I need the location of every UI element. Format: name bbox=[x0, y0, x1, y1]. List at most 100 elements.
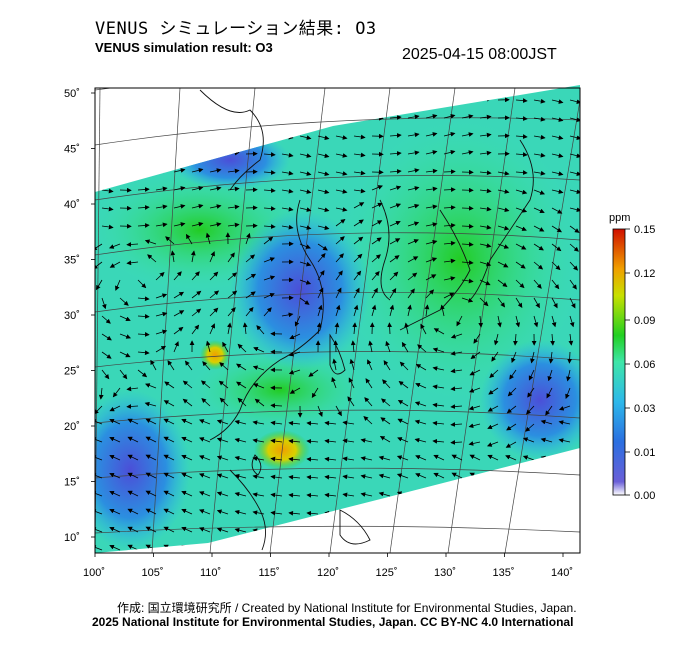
wind-arrow bbox=[299, 279, 312, 285]
wind-arrow bbox=[353, 134, 366, 140]
wind-arrow bbox=[515, 170, 528, 175]
wind-arrow bbox=[288, 456, 301, 462]
wind-arrow bbox=[569, 207, 580, 213]
wind-arrow bbox=[432, 402, 445, 408]
wind-arrow bbox=[509, 369, 517, 380]
wind-arrow bbox=[145, 472, 157, 479]
wind-arrow bbox=[115, 279, 121, 291]
wind-arrow bbox=[199, 527, 211, 533]
wind-arrow bbox=[245, 232, 251, 245]
wind-arrow bbox=[163, 436, 175, 443]
wind-arrow bbox=[433, 454, 445, 461]
wind-arrow bbox=[173, 291, 185, 299]
wind-arrow bbox=[349, 358, 355, 371]
wind-arrow bbox=[569, 297, 576, 309]
wind-arrow bbox=[353, 152, 366, 158]
wind-arrow bbox=[288, 492, 301, 498]
wind-arrow bbox=[479, 279, 491, 286]
wind-arrow bbox=[281, 206, 294, 212]
wind-arrow bbox=[155, 186, 168, 192]
wind-arrow bbox=[98, 387, 104, 400]
wind-arrow bbox=[270, 474, 283, 480]
wind-arrow bbox=[101, 333, 112, 341]
wind-arrow bbox=[299, 171, 312, 176]
wind-arrow bbox=[433, 328, 445, 335]
wind-arrow bbox=[234, 455, 247, 461]
wind-arrow bbox=[425, 186, 438, 192]
wind-arrow bbox=[137, 223, 150, 228]
wind-arrow bbox=[389, 304, 395, 317]
wind-arrow bbox=[335, 304, 341, 317]
wind-arrow bbox=[533, 315, 539, 328]
wind-arrow bbox=[533, 261, 544, 270]
wind-arrow bbox=[551, 315, 557, 328]
lon-tick-label: 130˚ bbox=[434, 567, 456, 579]
wind-arrow bbox=[443, 169, 456, 175]
wind-arrow bbox=[443, 205, 456, 210]
wind-arrow bbox=[335, 236, 345, 245]
colorbar-scale bbox=[612, 228, 626, 496]
wind-arrow bbox=[155, 293, 168, 299]
wind-arrow bbox=[127, 490, 139, 497]
wind-arrow bbox=[101, 315, 111, 324]
wind-arrow bbox=[551, 261, 561, 271]
wind-arrow bbox=[173, 326, 184, 335]
wind-arrow bbox=[511, 351, 517, 363]
wind-arrow bbox=[569, 153, 580, 159]
wind-arrow bbox=[389, 287, 397, 299]
wind-arrow bbox=[456, 315, 463, 327]
wind-arrow bbox=[317, 207, 330, 213]
wind-arrow bbox=[252, 474, 265, 480]
wind-arrow bbox=[234, 491, 247, 497]
wind-arrow bbox=[407, 288, 415, 299]
wind-arrow bbox=[378, 473, 391, 479]
wind-arrow bbox=[497, 189, 510, 194]
wind-arrow bbox=[569, 117, 580, 123]
lat-tick-label: 25˚ bbox=[64, 366, 80, 378]
wind-arrow bbox=[199, 419, 211, 425]
wind-arrow bbox=[478, 315, 484, 328]
wind-arrow bbox=[407, 132, 420, 138]
wind-arrow bbox=[425, 168, 438, 174]
wind-arrow bbox=[443, 113, 456, 119]
wind-arrow bbox=[173, 222, 186, 227]
wind-arrow bbox=[101, 351, 112, 359]
wind-arrow bbox=[252, 510, 265, 516]
wind-arrow bbox=[414, 401, 427, 407]
wind-arrow bbox=[389, 255, 400, 263]
wind-arrow bbox=[209, 168, 222, 173]
wind-arrow bbox=[461, 297, 474, 303]
wind-arrow bbox=[306, 492, 319, 498]
latitude-axis: 50˚ 45˚ 40˚ 35˚ 30˚ 25˚ 20˚ 15˚ 10˚ bbox=[64, 88, 95, 544]
wind-arrow bbox=[353, 188, 366, 194]
wind-arrow bbox=[288, 510, 301, 516]
wind-arrow bbox=[335, 405, 342, 417]
wind-arrow bbox=[551, 243, 562, 252]
wind-arrow bbox=[342, 474, 355, 480]
wind-arrow bbox=[479, 297, 489, 307]
wind-arrow bbox=[137, 279, 147, 289]
wind-arrow bbox=[200, 380, 211, 389]
wind-arrow bbox=[127, 526, 139, 533]
wind-arrow bbox=[551, 297, 558, 309]
wind-arrow bbox=[479, 243, 492, 248]
wind-arrow bbox=[443, 240, 456, 246]
wind-arrow bbox=[569, 135, 580, 141]
wind-arrow bbox=[199, 509, 211, 515]
wind-arrow bbox=[199, 491, 211, 497]
wind-arrow bbox=[236, 363, 247, 371]
wind-arrow bbox=[270, 492, 283, 498]
wind-arrow bbox=[299, 207, 312, 212]
wind-arrow bbox=[566, 369, 571, 382]
wind-arrow bbox=[165, 236, 175, 245]
wind-arrow bbox=[488, 387, 499, 395]
wind-arrow bbox=[540, 437, 553, 443]
wind-arrow bbox=[263, 170, 276, 175]
wind-arrow bbox=[368, 340, 373, 353]
wind-arrow bbox=[173, 168, 186, 173]
wind-arrow bbox=[353, 236, 364, 245]
wind-arrow bbox=[450, 368, 463, 374]
wind-arrow bbox=[205, 232, 211, 245]
wind-arrow bbox=[461, 242, 474, 247]
wind-arrow bbox=[270, 438, 283, 444]
